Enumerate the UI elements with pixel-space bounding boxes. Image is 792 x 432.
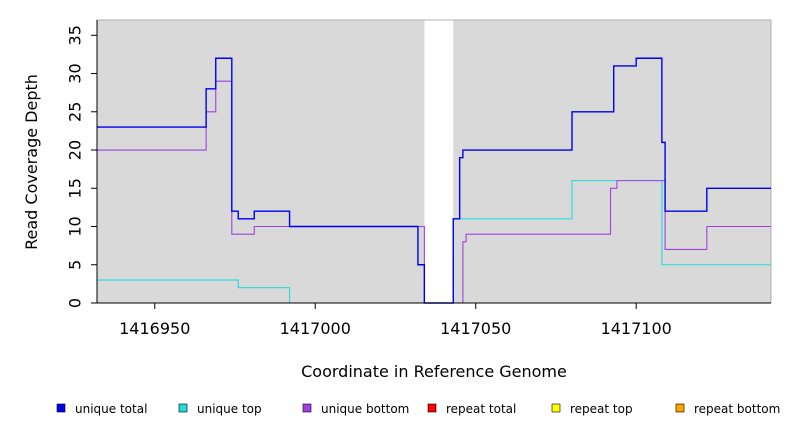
legend-swatch (551, 403, 561, 413)
legend-item: repeat bottom (675, 402, 780, 416)
x-tick-label: 1417000 (280, 319, 351, 338)
y-tick-label: 35 (66, 25, 85, 45)
legend-label: repeat top (570, 402, 633, 416)
y-tick-label: 30 (66, 63, 85, 83)
legend-swatch (178, 403, 188, 413)
y-tick-label: 15 (66, 178, 85, 198)
legend-swatch (427, 403, 437, 413)
plot-area-right (453, 20, 771, 303)
y-tick-label: 25 (66, 102, 85, 122)
legend-label: unique bottom (321, 402, 409, 416)
legend-swatch (675, 403, 685, 413)
y-tick-label: 0 (66, 298, 85, 308)
legend-label: unique total (75, 402, 147, 416)
series-line-unique-total (97, 57, 771, 304)
y-tick-label: 20 (66, 140, 85, 160)
plot-area-left (97, 20, 425, 303)
legend-item: unique top (178, 402, 262, 416)
x-tick-label: 1416950 (119, 319, 190, 338)
x-axis-title: Coordinate in Reference Genome (301, 362, 567, 381)
x-tick-label: 1417100 (601, 319, 672, 338)
legend-item: repeat top (551, 402, 633, 416)
legend-swatch (56, 403, 66, 413)
legend-label: repeat total (446, 402, 516, 416)
legend-label: unique top (197, 402, 262, 416)
y-tick-label: 10 (66, 216, 85, 236)
legend-item: repeat total (427, 402, 516, 416)
legend-item: unique bottom (302, 402, 409, 416)
legend: unique total unique top unique bottom repea… (56, 402, 780, 416)
legend-item: unique total (56, 402, 147, 416)
legend-swatch (302, 403, 312, 413)
y-tick-label: 5 (66, 260, 85, 270)
plot-background (97, 19, 772, 303)
legend-label: repeat bottom (694, 402, 780, 416)
x-tick-label: 1417050 (440, 319, 511, 338)
axes: 0 5 10 15 20 25 30 35 1416950 1417000 1417050 14171… (66, 20, 771, 338)
y-axis-title: Read Coverage Depth (22, 74, 41, 250)
